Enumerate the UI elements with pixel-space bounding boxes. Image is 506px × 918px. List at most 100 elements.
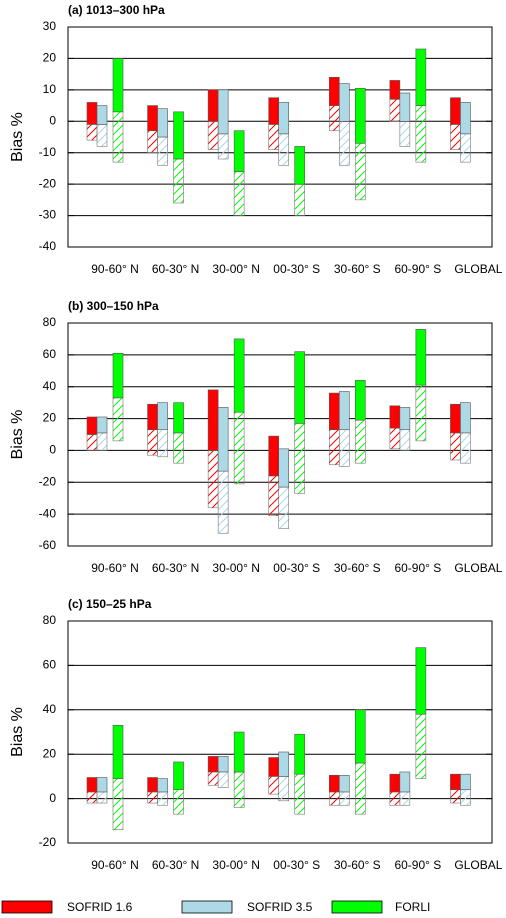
- y-tick-label: 60: [43, 658, 57, 672]
- bar-lower: [217, 470, 229, 534]
- bar-lower: [147, 791, 158, 804]
- y-tick-label: 20: [43, 746, 57, 760]
- bar-upper: [86, 416, 98, 435]
- bar-lower: [233, 171, 245, 216]
- x-tick-label: 60-90° S: [394, 262, 441, 276]
- bar-lower: [112, 778, 124, 830]
- x-tick-label: 30-00° N: [212, 561, 260, 575]
- bar-upper: [294, 146, 306, 185]
- bar-upper: [338, 83, 350, 122]
- legend-label: SOFRID 3.5: [247, 900, 313, 914]
- bar-upper: [147, 105, 158, 132]
- legend-swatch: [1, 900, 53, 914]
- bar-upper: [354, 709, 366, 764]
- bar-upper: [233, 338, 245, 413]
- bar-lower: [217, 771, 229, 788]
- y-tick-label: -40: [39, 506, 57, 520]
- bar-upper: [96, 416, 108, 434]
- bar-lower: [460, 789, 471, 806]
- x-tick-label: 60-90° S: [394, 858, 441, 872]
- bar-upper: [147, 777, 158, 793]
- bar-lower: [415, 105, 427, 163]
- bar-lower: [450, 789, 461, 804]
- bar-upper: [112, 725, 124, 779]
- bar-lower: [338, 791, 350, 806]
- bar-lower: [157, 429, 168, 458]
- bar-upper: [399, 771, 411, 793]
- bar-upper: [338, 391, 350, 431]
- bar-lower: [294, 423, 306, 494]
- x-tick-label: 90-60° N: [91, 262, 139, 276]
- bar-upper: [415, 647, 427, 715]
- bar-upper: [86, 777, 98, 793]
- y-tick-label: 80: [43, 613, 57, 627]
- bar-lower: [268, 124, 280, 150]
- plot-frame: [67, 322, 493, 547]
- y-tick-label: 60: [43, 347, 57, 361]
- bar-upper: [399, 92, 411, 122]
- x-tick-label: 60-30° N: [152, 858, 200, 872]
- bar-lower: [450, 124, 461, 150]
- bar-lower: [278, 776, 290, 802]
- y-tick-label: 0: [49, 791, 56, 805]
- x-tick-label: 90-60° N: [91, 858, 139, 872]
- bar-upper: [207, 756, 219, 773]
- bar-lower: [173, 158, 184, 204]
- bar-lower: [328, 791, 340, 806]
- y-tick-label: 40: [43, 379, 57, 393]
- bar-lower: [460, 432, 471, 464]
- bar-upper: [268, 757, 280, 777]
- bar-lower: [112, 111, 124, 163]
- panel-title: (c) 150–25 hPa: [68, 597, 152, 611]
- bar-lower: [96, 791, 108, 804]
- bar-upper: [233, 731, 245, 773]
- x-tick-label: 60-30° N: [152, 561, 200, 575]
- y-axis-label: Bias %: [9, 707, 26, 757]
- bar-lower: [268, 776, 280, 795]
- bar-upper: [450, 403, 461, 434]
- bar-lower: [147, 130, 158, 154]
- y-tick-label: 0: [49, 443, 56, 457]
- bar-upper: [450, 97, 461, 125]
- y-tick-label: 80: [43, 315, 57, 329]
- bar-upper: [389, 773, 401, 793]
- bar-upper: [389, 405, 401, 429]
- x-tick-label: 00-30° S: [273, 262, 320, 276]
- bar-lower: [389, 427, 401, 450]
- bar-upper: [157, 108, 168, 138]
- plot-frame: [67, 26, 493, 248]
- bar-upper: [207, 389, 219, 451]
- bar-lower: [450, 432, 461, 461]
- bar-lower: [157, 791, 168, 806]
- bar-lower: [328, 429, 340, 466]
- y-tick-label: 10: [43, 82, 57, 96]
- bar-upper: [268, 435, 280, 477]
- x-tick-label: 30-60° S: [334, 858, 381, 872]
- bar-lower: [86, 434, 98, 451]
- panel-title: (a) 1013–300 hPa: [68, 3, 165, 17]
- bar-lower: [415, 713, 427, 779]
- bar-lower: [389, 791, 401, 806]
- bar-lower: [415, 384, 427, 442]
- bar-upper: [328, 76, 340, 106]
- bar-lower: [173, 789, 184, 815]
- bar-lower: [338, 120, 350, 166]
- y-tick-label: -30: [39, 208, 57, 222]
- bar-lower: [112, 397, 124, 442]
- bar-lower: [399, 429, 411, 451]
- y-tick-label: -20: [39, 474, 57, 488]
- bar-upper: [112, 58, 124, 113]
- bar-upper: [173, 761, 184, 791]
- bar-upper: [389, 80, 401, 100]
- bar-lower: [268, 475, 280, 517]
- bar-upper: [217, 407, 229, 472]
- bar-upper: [173, 111, 184, 160]
- bar-upper: [207, 89, 219, 122]
- bar-upper: [294, 351, 306, 424]
- bar-lower: [157, 136, 168, 166]
- bar-lower: [294, 183, 306, 216]
- bar-upper: [157, 778, 168, 793]
- panel-title: (b) 300–150 hPa: [68, 299, 159, 313]
- bar-upper: [354, 87, 366, 144]
